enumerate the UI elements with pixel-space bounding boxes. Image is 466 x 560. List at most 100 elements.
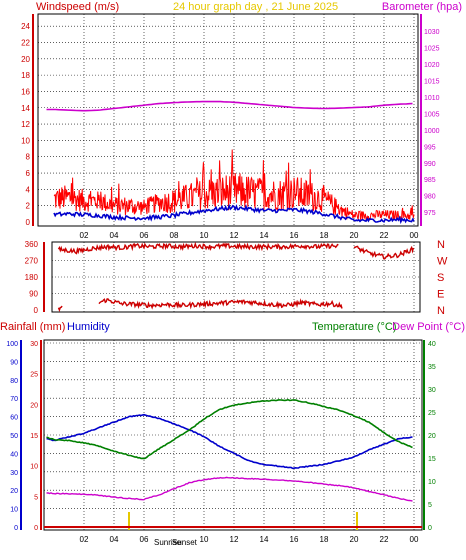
barometer-y-tick-label: 1025: [424, 46, 440, 53]
barometer-y-tick-label: 1020: [424, 62, 440, 69]
climate-x-tick-label: 10: [200, 535, 209, 544]
wind-x-tick-label: 12: [230, 231, 239, 240]
dewpoint-line: [46, 476, 413, 502]
barometer-y-tick-label: 1015: [424, 79, 440, 86]
temperature-y-tick-label: 10: [428, 479, 436, 486]
wind-panel-series: [46, 100, 415, 225]
climate-x-tick-label: 02: [80, 535, 89, 544]
compass-label: S: [437, 272, 444, 284]
temperature-y-tick-label: 30: [428, 387, 436, 394]
direction-y-tick-label: 0: [34, 306, 39, 315]
wind-y-tick-label: 14: [21, 104, 30, 113]
compass-label: W: [437, 256, 448, 268]
rain-y-tick-label: 30: [30, 341, 38, 348]
humidity-y-tick-label: 100: [6, 341, 18, 348]
wind-x-tick-label: 04: [110, 231, 119, 240]
climate-x-tick-label: 12: [230, 535, 239, 544]
climate-x-tick-label: 00: [410, 535, 419, 544]
wind-panel-labels: 02 04 06 08 10 12 14 16 18 20 22 000246810121416182…: [21, 14, 440, 240]
barometer-y-tick-label: 995: [424, 144, 436, 151]
average-windspeed-line: [53, 203, 415, 225]
barometer-y-tick-label: 975: [424, 210, 436, 217]
wind-x-tick-label: 18: [320, 231, 329, 240]
temperature-y-tick-label: 35: [428, 364, 436, 371]
barometer-axis-title: Barometer (hpa): [382, 1, 462, 13]
wind-y-tick-label: 10: [21, 136, 30, 145]
barometer-y-tick-label: 1030: [424, 29, 440, 36]
direction-y-tick-label: 270: [25, 257, 39, 266]
humidity-y-tick-label: 90: [10, 359, 18, 366]
barometer-y-tick-label: 1005: [424, 111, 440, 118]
climate-x-tick-label: 22: [380, 535, 389, 544]
humidity-y-tick-label: 70: [10, 396, 18, 403]
rain-y-tick-label: 25: [30, 372, 38, 379]
climate-panel-grid: [43, 339, 423, 531]
direction-y-tick-label: 180: [25, 273, 39, 282]
sunrise-label: Sunrise: [154, 538, 182, 547]
wind-axis-title: Windspeed (m/s): [36, 1, 119, 13]
wind-x-tick-label: 16: [290, 231, 299, 240]
temperature-y-tick-label: 20: [428, 433, 436, 440]
windspeed-line: [53, 149, 415, 222]
barometer-y-tick-label: 1010: [424, 95, 440, 102]
wind-direction-trace: [57, 241, 339, 255]
compass-label: N: [437, 305, 445, 317]
humidity-y-tick-label: 10: [10, 507, 18, 514]
temperature-line: [46, 398, 413, 460]
temperature-axis-title: Temperature (°C): [312, 321, 396, 333]
humidity-line: [46, 413, 413, 470]
sunset-label: Sunset: [172, 538, 198, 547]
wind-y-tick-label: 12: [21, 120, 30, 129]
wind-direction-trace: [353, 245, 415, 260]
barometer-y-tick-label: 980: [424, 194, 436, 201]
wind-x-tick-label: 10: [200, 231, 209, 240]
climate-x-tick-label: 04: [110, 535, 119, 544]
rain-y-tick-label: 10: [30, 464, 38, 471]
temperature-y-tick-label: 40: [428, 341, 436, 348]
wind-y-tick-label: 4: [26, 185, 31, 194]
rain-y-tick-label: 20: [30, 402, 38, 409]
humidity-y-tick-label: 40: [10, 451, 18, 458]
wind-direction-trace: [98, 298, 343, 310]
humidity-y-tick-label: 0: [14, 525, 18, 532]
rain-y-tick-label: 5: [34, 494, 38, 501]
barometer-y-tick-label: 990: [424, 161, 436, 168]
wind-direction-trace: [57, 305, 63, 312]
dewpoint-axis-title: Dew Point (°C): [392, 321, 465, 333]
humidity-y-tick-label: 20: [10, 488, 18, 495]
barometer-line: [46, 100, 413, 112]
rainfall-axis-title: Rainfall (mm): [0, 321, 65, 333]
wind-y-tick-label: 24: [21, 22, 30, 31]
compass-label: N: [437, 239, 445, 251]
climate-x-tick-label: 18: [320, 535, 329, 544]
direction-panel-series: [57, 241, 415, 312]
wind-y-tick-label: 2: [26, 202, 31, 211]
wind-y-tick-label: 20: [21, 55, 30, 64]
wind-y-tick-label: 16: [21, 87, 30, 96]
compass-label: E: [437, 289, 444, 301]
temperature-y-tick-label: 0: [428, 525, 432, 532]
humidity-y-tick-label: 50: [10, 433, 18, 440]
humidity-y-tick-label: 80: [10, 378, 18, 385]
wind-x-tick-label: 00: [410, 231, 419, 240]
climate-x-tick-label: 14: [260, 535, 269, 544]
wind-y-tick-label: 6: [26, 169, 31, 178]
direction-y-tick-label: 90: [29, 290, 38, 299]
barometer-y-tick-label: 1000: [424, 128, 440, 135]
humidity-axis-title: Humidity: [67, 321, 110, 333]
wind-x-tick-label: 22: [380, 231, 389, 240]
rain-y-tick-label: 0: [34, 525, 38, 532]
humidity-y-tick-label: 30: [10, 470, 18, 477]
temperature-y-tick-label: 5: [428, 502, 432, 509]
wind-x-tick-label: 08: [170, 231, 179, 240]
climate-x-tick-label: 16: [290, 535, 299, 544]
temperature-y-tick-label: 25: [428, 410, 436, 417]
temperature-y-tick-label: 15: [428, 456, 436, 463]
wind-y-tick-label: 0: [26, 218, 31, 227]
wind-x-tick-label: 20: [350, 231, 359, 240]
humidity-y-tick-label: 60: [10, 415, 18, 422]
wind-y-tick-label: 8: [26, 153, 31, 162]
climate-panel-labels: 0102030405060708090100051015202530051015…: [6, 340, 436, 544]
